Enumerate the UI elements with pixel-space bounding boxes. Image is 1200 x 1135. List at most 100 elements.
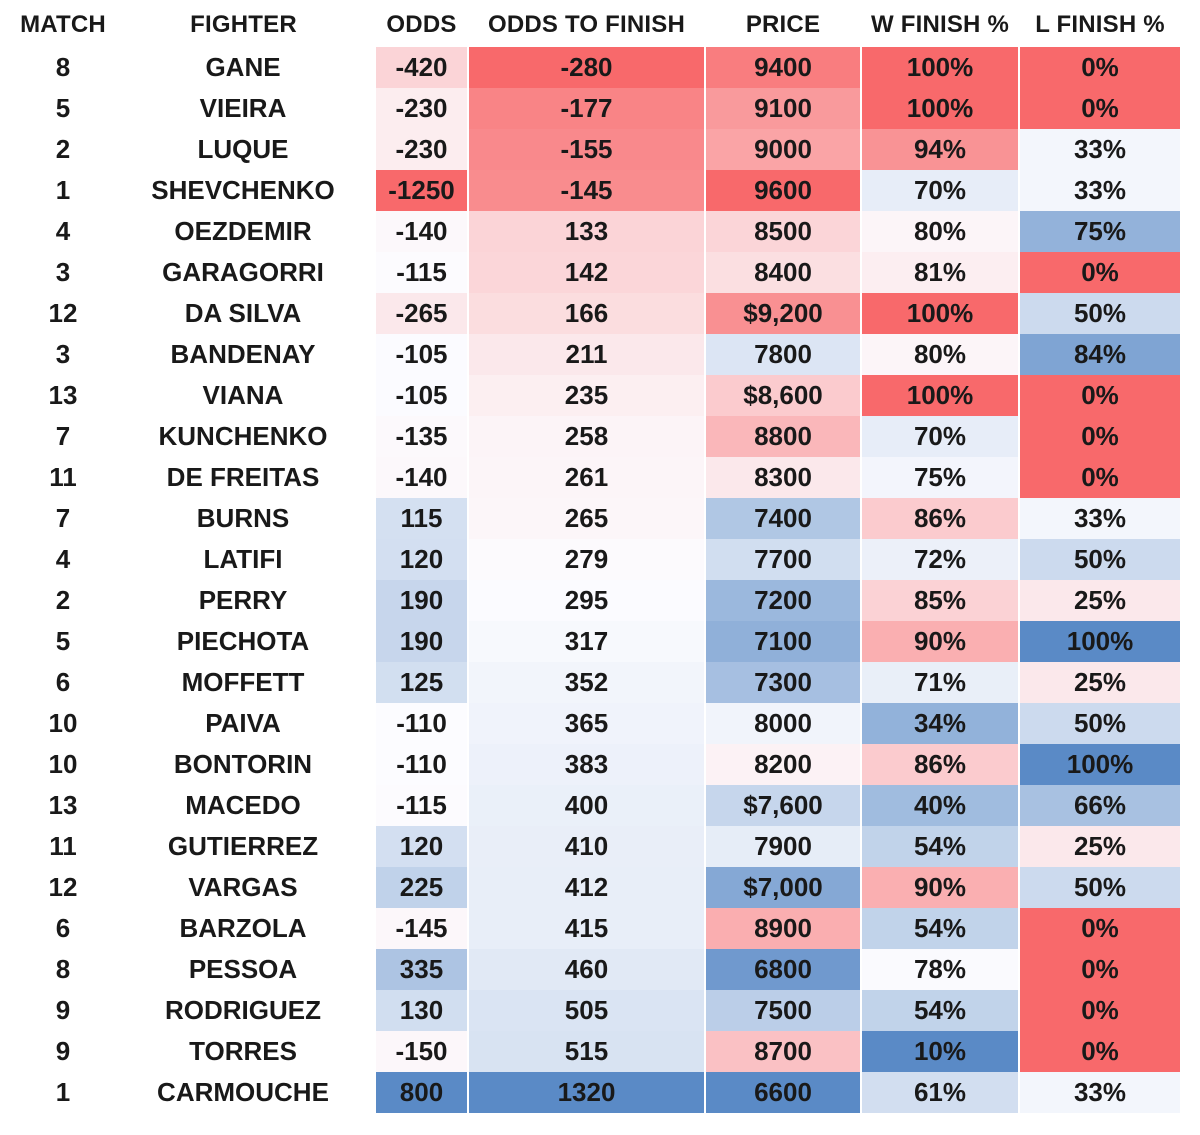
column-header-odds: ODDS [375, 2, 468, 47]
cell-price: 7500 [704, 990, 862, 1031]
cell-l_finish: 100% [1018, 621, 1182, 662]
cell-match: 7 [14, 416, 112, 457]
cell-price: 8500 [704, 211, 862, 252]
cell-fighter: GARAGORRI [112, 252, 375, 293]
table-row: 13 MACEDO -115 400 $7,600 40% 66% [14, 785, 1182, 826]
cell-match: 9 [14, 990, 112, 1031]
cell-odds: -105 [374, 334, 469, 375]
table-body: 8 GANE -420 -280 9400 100% 0% 5 VIEIRA -230 -177 91… [14, 47, 1182, 1113]
cell-odds: -115 [374, 252, 469, 293]
table-row: 4 LATIFI 120 279 7700 72% 50% [14, 539, 1182, 580]
cell-l_finish: 33% [1018, 1072, 1182, 1113]
cell-price: 7100 [704, 621, 862, 662]
cell-odds: -150 [374, 1031, 469, 1072]
cell-price: 7900 [704, 826, 862, 867]
cell-fighter: BURNS [112, 498, 375, 539]
cell-odds: -145 [374, 908, 469, 949]
cell-l_finish: 50% [1018, 293, 1182, 334]
cell-match: 8 [14, 47, 112, 88]
cell-match: 9 [14, 1031, 112, 1072]
cell-price: 7700 [704, 539, 862, 580]
cell-odds: -105 [374, 375, 469, 416]
cell-odds_to_finish: 365 [467, 703, 706, 744]
cell-match: 3 [14, 252, 112, 293]
cell-odds_to_finish: 265 [467, 498, 706, 539]
cell-fighter: LATIFI [112, 539, 375, 580]
cell-price: $8,600 [704, 375, 862, 416]
cell-l_finish: 0% [1018, 949, 1182, 990]
table-row: 12 DA SILVA -265 166 $9,200 100% 50% [14, 293, 1182, 334]
cell-match: 6 [14, 908, 112, 949]
table-row: 3 BANDENAY -105 211 7800 80% 84% [14, 334, 1182, 375]
cell-fighter: GUTIERREZ [112, 826, 375, 867]
cell-match: 10 [14, 703, 112, 744]
cell-fighter: TORRES [112, 1031, 375, 1072]
cell-price: 8800 [704, 416, 862, 457]
column-header-fighter: FIGHTER [112, 2, 375, 47]
cell-odds: -420 [374, 47, 469, 88]
cell-price: 7300 [704, 662, 862, 703]
cell-w_finish: 94% [860, 129, 1020, 170]
table-row: 1 SHEVCHENKO -1250 -145 9600 70% 33% [14, 170, 1182, 211]
cell-fighter: CARMOUCHE [112, 1072, 375, 1113]
cell-w_finish: 90% [860, 867, 1020, 908]
cell-match: 12 [14, 293, 112, 334]
cell-w_finish: 75% [860, 457, 1020, 498]
cell-odds: 800 [374, 1072, 469, 1113]
cell-match: 3 [14, 334, 112, 375]
cell-match: 7 [14, 498, 112, 539]
cell-price: 6600 [704, 1072, 862, 1113]
cell-w_finish: 81% [860, 252, 1020, 293]
cell-l_finish: 0% [1018, 908, 1182, 949]
cell-odds: 335 [374, 949, 469, 990]
table-row: 6 MOFFETT 125 352 7300 71% 25% [14, 662, 1182, 703]
cell-odds_to_finish: 258 [467, 416, 706, 457]
table-row: 3 GARAGORRI -115 142 8400 81% 0% [14, 252, 1182, 293]
cell-odds_to_finish: 515 [467, 1031, 706, 1072]
cell-odds: -230 [374, 129, 469, 170]
cell-w_finish: 85% [860, 580, 1020, 621]
cell-price: 8400 [704, 252, 862, 293]
cell-odds: -140 [374, 457, 469, 498]
cell-odds_to_finish: 400 [467, 785, 706, 826]
cell-fighter: KUNCHENKO [112, 416, 375, 457]
table-row: 9 RODRIGUEZ 130 505 7500 54% 0% [14, 990, 1182, 1031]
cell-l_finish: 33% [1018, 129, 1182, 170]
cell-odds_to_finish: 133 [467, 211, 706, 252]
column-header-odds_to_finish: ODDS TO FINISH [468, 2, 705, 47]
cell-match: 4 [14, 211, 112, 252]
cell-fighter: PESSOA [112, 949, 375, 990]
table-row: 5 VIEIRA -230 -177 9100 100% 0% [14, 88, 1182, 129]
cell-w_finish: 86% [860, 498, 1020, 539]
table-row: 12 VARGAS 225 412 $7,000 90% 50% [14, 867, 1182, 908]
cell-l_finish: 0% [1018, 416, 1182, 457]
cell-fighter: GANE [112, 47, 375, 88]
cell-w_finish: 61% [860, 1072, 1020, 1113]
cell-fighter: PERRY [112, 580, 375, 621]
cell-w_finish: 78% [860, 949, 1020, 990]
cell-odds: -1250 [374, 170, 469, 211]
cell-fighter: PAIVA [112, 703, 375, 744]
cell-l_finish: 0% [1018, 375, 1182, 416]
table-row: 13 VIANA -105 235 $8,600 100% 0% [14, 375, 1182, 416]
column-header-w_finish: W FINISH % [861, 2, 1019, 47]
cell-fighter: MOFFETT [112, 662, 375, 703]
cell-fighter: DE FREITAS [112, 457, 375, 498]
cell-w_finish: 10% [860, 1031, 1020, 1072]
cell-match: 12 [14, 867, 112, 908]
table-row: 7 BURNS 115 265 7400 86% 33% [14, 498, 1182, 539]
cell-fighter: DA SILVA [112, 293, 375, 334]
cell-l_finish: 0% [1018, 47, 1182, 88]
cell-odds: 130 [374, 990, 469, 1031]
cell-odds_to_finish: 295 [467, 580, 706, 621]
cell-match: 8 [14, 949, 112, 990]
cell-odds: 120 [374, 539, 469, 580]
cell-price: 9600 [704, 170, 862, 211]
cell-l_finish: 66% [1018, 785, 1182, 826]
cell-l_finish: 0% [1018, 457, 1182, 498]
cell-odds: -265 [374, 293, 469, 334]
cell-fighter: RODRIGUEZ [112, 990, 375, 1031]
cell-odds_to_finish: -155 [467, 129, 706, 170]
cell-price: 7800 [704, 334, 862, 375]
table-row: 8 PESSOA 335 460 6800 78% 0% [14, 949, 1182, 990]
